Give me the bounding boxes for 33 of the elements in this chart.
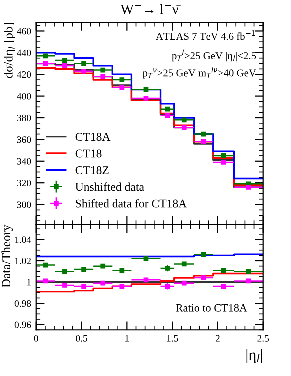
x-tick-label: 1 bbox=[126, 335, 130, 342]
legend-label: CT18A bbox=[76, 133, 111, 142]
annotation: p$_{T}$$^{l}$>25 GeV |η$_{l}$|<2.5 bbox=[172, 50, 256, 62]
x-tick-label: 0.5 bbox=[76, 335, 88, 342]
y-tick-label: 380 bbox=[17, 114, 32, 122]
y-tick-label: 300 bbox=[17, 202, 32, 208]
x-tick-label: 1.5 bbox=[167, 335, 178, 342]
y-axis-title: Data/Theory bbox=[2, 224, 14, 288]
legend-label: Unshifted data bbox=[76, 182, 144, 192]
annotation: p$_{T}$$^{ν}$>25 GeV m$_{T}$$^{lν}$>40 GeV bbox=[142, 67, 256, 79]
y-tick-label: 1 bbox=[28, 279, 31, 286]
annotation: Ratio to CT18A bbox=[176, 304, 248, 312]
legend-label: Shifted data for CT18A bbox=[76, 199, 188, 208]
y-tick-label: 0.98 bbox=[14, 300, 32, 308]
y-tick-label: 360 bbox=[17, 136, 32, 144]
y-tick-label: 320 bbox=[17, 180, 32, 187]
y-tick-label: 460 bbox=[17, 28, 32, 35]
y-tick-label: 1.04 bbox=[15, 236, 32, 244]
x-tick-label: 2.5 bbox=[258, 335, 270, 342]
y-axis-title: dσ/dη$_{l}$ [pb] bbox=[4, 24, 16, 78]
legend-label: CT18 bbox=[76, 150, 102, 158]
y-tick-label: 440 bbox=[17, 50, 32, 56]
chart-title: W$^{−}$→ l$^{−}$ν̄ bbox=[120, 4, 181, 14]
y-tick-label: 0.96 bbox=[14, 322, 32, 328]
x-tick-label: 2 bbox=[216, 335, 220, 342]
legend-label: CT18Z bbox=[76, 166, 109, 174]
x-tick-label: 0 bbox=[34, 335, 38, 342]
annotation: ATLAS 7 TeV 4.6 fb$^{−1}$ bbox=[156, 30, 256, 40]
y-tick-label: 400 bbox=[17, 93, 32, 100]
y-tick-label: 1.02 bbox=[15, 258, 31, 265]
x-axis-title: |η$_{l}$| bbox=[246, 349, 262, 364]
y-tick-label: 420 bbox=[17, 72, 32, 78]
y-tick-label: 340 bbox=[17, 158, 32, 165]
